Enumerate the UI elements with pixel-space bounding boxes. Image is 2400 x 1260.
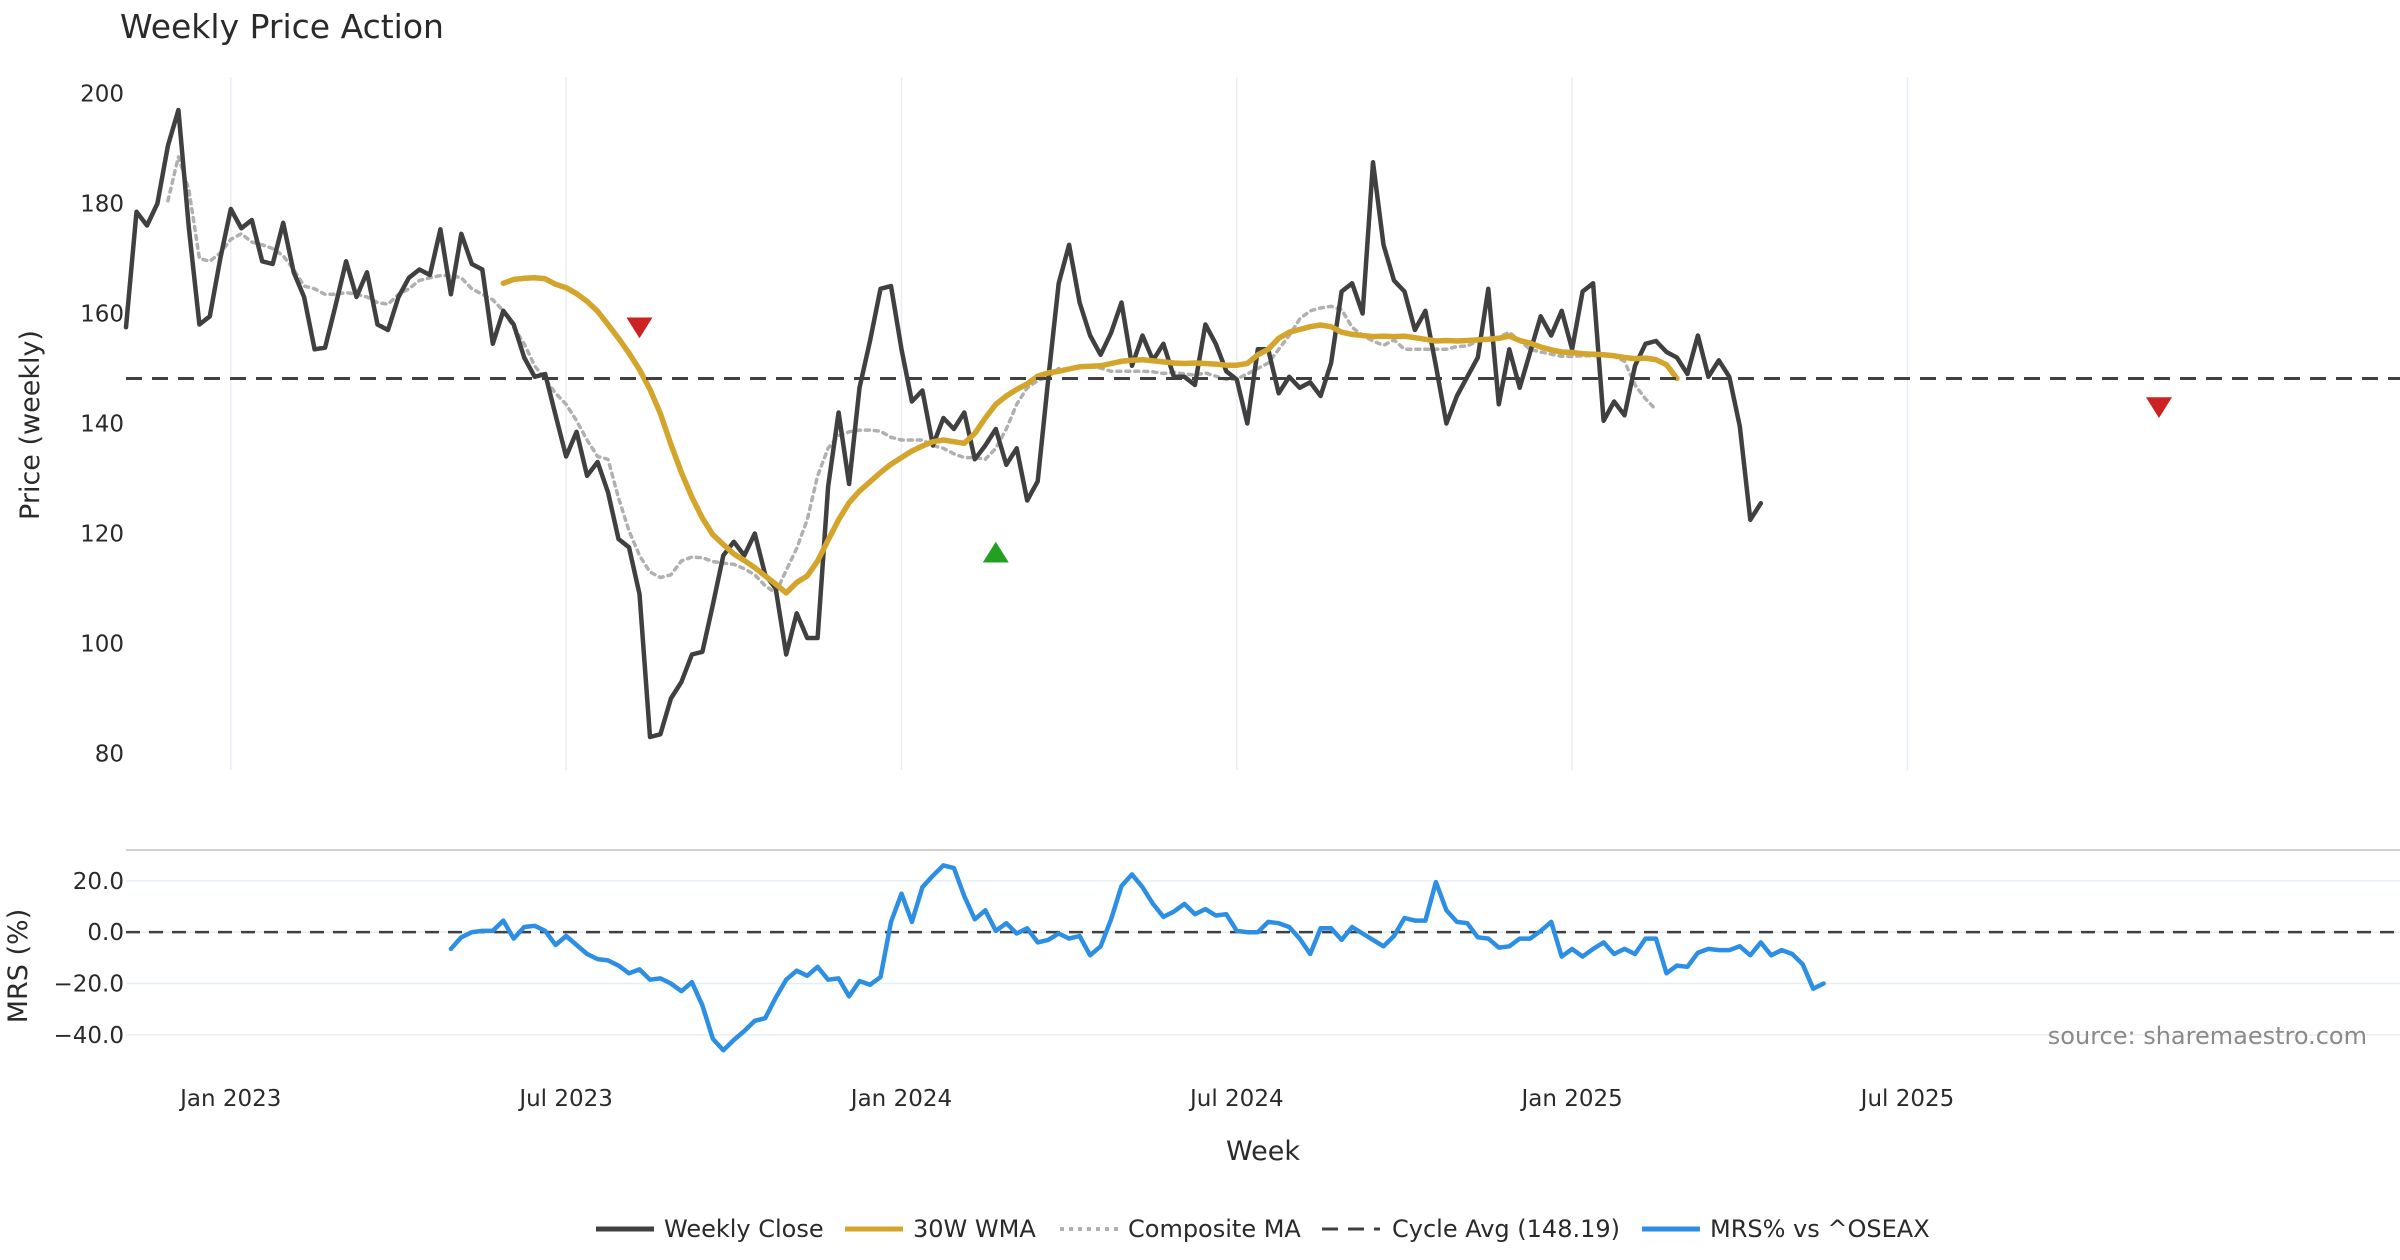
legend-item-mrs: MRS% vs ^OSEAX xyxy=(1642,1215,1930,1243)
x-tick-label: Jan 2024 xyxy=(849,1086,952,1112)
x-axis-title: Week xyxy=(1226,1136,1300,1167)
series-line-mrs xyxy=(448,863,1826,1053)
x-tick-label: Jul 2024 xyxy=(1188,1086,1284,1112)
x-tick-label: Jan 2023 xyxy=(178,1086,281,1112)
buy-signal-marker xyxy=(982,541,1009,563)
series-line-30w-wma xyxy=(500,275,1680,596)
price-y-tick-label: 180 xyxy=(80,192,124,218)
price-y-tick-label: 120 xyxy=(80,522,124,548)
legend-label-cycle-avg: Cycle Avg (148.19) xyxy=(1392,1215,1620,1243)
legend-label-composite-ma: Composite MA xyxy=(1128,1215,1301,1243)
series-composite-ma xyxy=(166,155,1659,595)
mrs-y-tick-label: −40.0 xyxy=(54,1023,124,1049)
source-attribution: source: sharemaestro.com xyxy=(2048,1022,2367,1050)
price-y-tick-label: 140 xyxy=(80,412,124,438)
price-y-tick-labels: 200 180 160 140 120 100 80 xyxy=(80,82,124,768)
x-tick-label: Jan 2025 xyxy=(1519,1086,1622,1112)
legend: Weekly Close 30W WMA Composite MA Cycle … xyxy=(596,1215,1930,1243)
price-y-tick-label: 80 xyxy=(95,742,124,768)
mrs-series-layer xyxy=(126,863,2400,1053)
series-weekly-close xyxy=(123,107,1764,740)
sell-signal-marker xyxy=(626,317,653,339)
price-grid xyxy=(230,77,1909,770)
legend-label-mrs: MRS% vs ^OSEAX xyxy=(1710,1215,1930,1243)
mrs-y-tick-label: −20.0 xyxy=(54,972,124,998)
series-30w-wma xyxy=(500,275,1680,596)
composite-ma-point xyxy=(1654,407,1659,412)
x-tick-label: Jul 2023 xyxy=(517,1086,613,1112)
mrs-y-tick-label: 20.0 xyxy=(73,869,124,895)
legend-item-composite-ma: Composite MA xyxy=(1060,1215,1301,1243)
legend-item-weekly-close: Weekly Close xyxy=(596,1215,824,1243)
series-line-weekly-close xyxy=(123,107,1764,740)
mrs-grid xyxy=(126,880,2400,1036)
series-line-composite-ma xyxy=(166,155,1658,595)
price-series-layer xyxy=(123,107,2400,740)
mrs-y-tick-label: 0.0 xyxy=(87,920,124,946)
mrs-y-tick-labels: 20.0 0.0 −20.0 −40.0 xyxy=(54,869,124,1049)
chart-title: Weekly Price Action xyxy=(120,7,444,46)
legend-label-30w-wma: 30W WMA xyxy=(913,1215,1036,1243)
legend-item-cycle-avg: Cycle Avg (148.19) xyxy=(1322,1215,1620,1243)
x-tick-labels: Jan 2023 Jul 2023 Jan 2024 Jul 2024 Jan 2025… xyxy=(178,1086,1954,1112)
signal-markers xyxy=(626,317,2172,563)
price-y-tick-label: 100 xyxy=(80,632,124,658)
legend-label-weekly-close: Weekly Close xyxy=(664,1215,824,1243)
price-y-axis-title: Price (weekly) xyxy=(15,330,46,520)
price-y-tick-label: 160 xyxy=(80,302,124,328)
legend-item-30w-wma: 30W WMA xyxy=(845,1215,1036,1243)
sell-signal-marker xyxy=(2145,397,2172,419)
price-y-tick-label: 200 xyxy=(80,82,124,108)
x-tick-label: Jul 2025 xyxy=(1859,1086,1955,1112)
series-mrs-vs-oseax xyxy=(448,863,1826,1053)
mrs-y-axis-title: MRS (%) xyxy=(3,909,34,1024)
